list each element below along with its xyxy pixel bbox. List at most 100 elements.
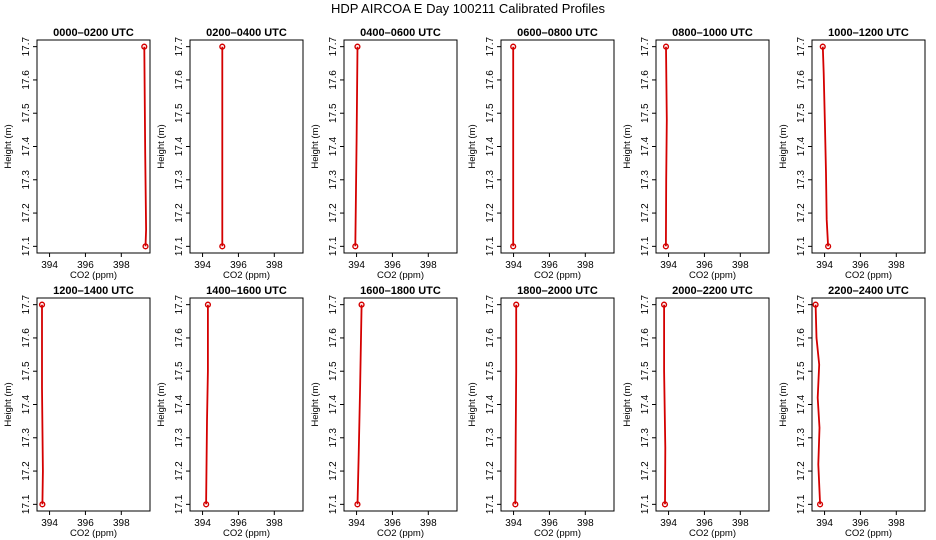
y-tick-label: 17.4 <box>21 136 32 156</box>
y-tick-label: 17.5 <box>21 103 32 123</box>
x-tick-label: 394 <box>505 260 522 271</box>
x-tick-label: 398 <box>113 518 130 529</box>
x-tick-label: 398 <box>266 518 283 529</box>
y-axis-label: Height (m) <box>467 124 478 168</box>
y-tick-label: 17.1 <box>640 236 651 256</box>
y-tick-label: 17.6 <box>796 70 807 90</box>
x-axis-label: CO2 (ppm) <box>70 528 117 539</box>
profile-point <box>510 43 517 50</box>
y-tick-label: 17.3 <box>21 170 32 190</box>
plot-frame <box>500 39 615 254</box>
y-tick-label: 17.1 <box>485 494 496 514</box>
panel-title: 0800–1000 UTC <box>672 27 753 39</box>
x-tick-label: 396 <box>230 260 247 271</box>
profile-point <box>38 301 46 308</box>
x-tick-label: 396 <box>230 518 247 529</box>
y-tick-label: 17.4 <box>485 136 496 156</box>
x-tick-label: 394 <box>41 260 58 271</box>
y-tick-label: 17.7 <box>640 36 651 56</box>
x-tick-label: 396 <box>852 260 869 271</box>
panel-title: 1800–2000 UTC <box>517 285 598 297</box>
panel-title: 0200–0400 UTC <box>206 27 287 39</box>
y-tick-label: 17.5 <box>796 103 807 123</box>
y-axis-label: Height (m) <box>622 382 633 426</box>
y-tick-label: 17.2 <box>640 203 651 223</box>
y-tick-label: 17.3 <box>174 170 185 190</box>
y-tick-label: 17.7 <box>640 294 651 314</box>
x-axis-label: CO2 (ppm) <box>377 528 424 539</box>
y-axis-label: Height (m) <box>622 124 633 168</box>
plot-frame <box>36 39 151 254</box>
y-tick-label: 17.2 <box>174 461 185 481</box>
y-tick-label: 17.4 <box>174 394 185 414</box>
x-tick-label: 394 <box>348 518 365 529</box>
x-tick-label: 398 <box>420 518 437 529</box>
y-tick-label: 17.4 <box>796 394 807 414</box>
profile-line <box>41 304 44 505</box>
y-tick-label: 17.5 <box>640 103 651 123</box>
profile-line <box>356 304 363 505</box>
y-tick-label: 17.7 <box>174 36 185 56</box>
y-tick-label: 17.3 <box>174 428 185 448</box>
y-tick-label: 17.7 <box>485 36 496 56</box>
x-tick-label: 398 <box>113 260 130 271</box>
y-tick-label: 17.6 <box>328 328 339 348</box>
plot-frame <box>189 39 304 254</box>
y-tick-label: 17.6 <box>485 70 496 90</box>
profile-point <box>662 243 669 250</box>
y-tick-label: 17.6 <box>21 70 32 90</box>
y-tick-label: 17.7 <box>328 294 339 314</box>
y-tick-label: 17.6 <box>174 70 185 90</box>
x-axis-label: CO2 (ppm) <box>534 270 581 281</box>
profile-point <box>816 501 824 508</box>
x-tick-label: 398 <box>888 260 905 271</box>
x-axis-label: CO2 (ppm) <box>689 528 736 539</box>
x-tick-label: 394 <box>505 518 522 529</box>
profile-point <box>662 43 670 50</box>
y-tick-label: 17.7 <box>174 294 185 314</box>
y-tick-label: 17.3 <box>328 428 339 448</box>
profile-point <box>661 501 669 508</box>
y-tick-label: 17.1 <box>796 494 807 514</box>
x-tick-label: 398 <box>888 518 905 529</box>
y-axis-label: Height (m) <box>778 124 789 168</box>
profile-point <box>825 243 832 250</box>
x-tick-label: 394 <box>41 518 58 529</box>
y-tick-label: 17.6 <box>21 328 32 348</box>
y-tick-label: 17.2 <box>640 461 651 481</box>
y-tick-label: 17.4 <box>640 394 651 414</box>
x-tick-label: 398 <box>577 260 594 271</box>
profile-line <box>143 46 148 247</box>
profile-point <box>354 43 361 50</box>
x-tick-label: 396 <box>696 518 713 529</box>
y-tick-label: 17.6 <box>640 70 651 90</box>
y-tick-label: 17.7 <box>21 294 32 314</box>
profile-point <box>39 501 46 508</box>
panel-title: 0000–0200 UTC <box>53 27 134 39</box>
x-tick-label: 394 <box>816 260 833 271</box>
profile-line <box>663 304 667 505</box>
y-tick-label: 17.4 <box>21 394 32 414</box>
y-tick-label: 17.2 <box>485 203 496 223</box>
profile-line <box>514 304 518 505</box>
profile-line <box>354 46 359 247</box>
y-axis-label: Height (m) <box>310 382 321 426</box>
panel-title: 2000–2200 UTC <box>672 285 753 297</box>
profile-line <box>821 46 829 247</box>
y-axis-label: Height (m) <box>156 382 167 426</box>
y-tick-label: 17.3 <box>796 170 807 190</box>
y-axis-label: Height (m) <box>3 124 14 168</box>
profile-line <box>814 304 821 505</box>
x-axis-label: CO2 (ppm) <box>223 270 270 281</box>
x-tick-label: 394 <box>348 260 365 271</box>
y-tick-label: 17.3 <box>640 170 651 190</box>
y-tick-label: 17.5 <box>174 361 185 381</box>
y-tick-label: 17.7 <box>21 36 32 56</box>
